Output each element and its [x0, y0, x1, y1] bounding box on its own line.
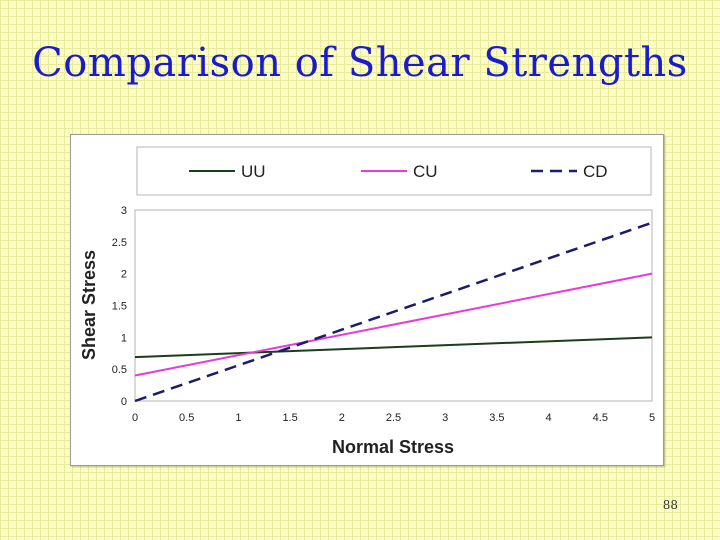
x-tick-label: 3.5	[489, 412, 504, 424]
y-tick-label: 2	[121, 269, 127, 281]
x-tick-label: 4	[546, 412, 552, 424]
x-tick-label: 1.5	[282, 412, 297, 424]
axis-ticks: 0 0.5 1 1.5 2 2.5 3 3.5 4 4.5 5 0 0.5 1 1.5 2 2.5 3	[112, 205, 655, 424]
legend: UU CU CD	[189, 162, 608, 181]
y-tick-label: 0.5	[112, 364, 127, 376]
x-tick-label: 2.5	[386, 412, 401, 424]
y-tick-label: 3	[121, 205, 127, 217]
y-axis-label: Shear Stress	[79, 250, 99, 360]
legend-label-uu: UU	[241, 162, 266, 181]
shear-strength-chart: UU CU CD 0 0.5 1 1.5 2 2.5 3 3.5 4 4.5 5 0 0.5 1 1.5 2 2.5…	[79, 146, 655, 457]
series-line-uu	[134, 336, 653, 359]
x-axis-label: Normal Stress	[332, 437, 454, 457]
slide-title: Comparison of Shear Strengths	[32, 40, 688, 86]
x-tick-label: 4.5	[593, 412, 608, 424]
x-tick-label: 0	[132, 412, 138, 424]
y-tick-label: 2.5	[112, 237, 127, 249]
page-number: 88	[662, 498, 678, 512]
chart-frame: UU CU CD 0 0.5 1 1.5 2 2.5 3 3.5 4 4.5 5 0 0.5 1 1.5 2 2.5…	[70, 134, 664, 466]
x-tick-label: 5	[649, 412, 655, 424]
series-line-cu	[134, 272, 653, 377]
series-lines	[134, 221, 653, 403]
legend-label-cd: CD	[583, 162, 608, 181]
y-tick-label: 1	[121, 332, 127, 344]
y-tick-label: 1.5	[112, 301, 127, 313]
plot-area	[134, 209, 653, 402]
series-line-cd	[134, 221, 653, 403]
x-tick-label: 1	[235, 412, 241, 424]
x-tick-label: 0.5	[179, 412, 194, 424]
x-tick-label: 3	[442, 412, 448, 424]
y-tick-label: 0	[121, 396, 127, 408]
x-tick-label: 2	[339, 412, 345, 424]
legend-label-cu: CU	[413, 162, 438, 181]
